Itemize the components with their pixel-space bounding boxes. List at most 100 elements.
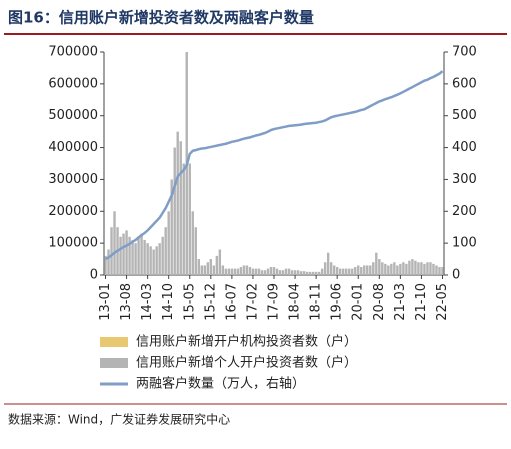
bar xyxy=(441,267,443,275)
x-tick-label: 13-08 xyxy=(119,283,134,321)
bar xyxy=(152,250,154,275)
bar xyxy=(122,234,124,275)
bar xyxy=(432,264,434,275)
bar xyxy=(213,265,215,275)
bar xyxy=(164,227,166,275)
x-tick-label: 22-05 xyxy=(435,283,450,321)
bar xyxy=(321,269,323,275)
bar xyxy=(276,269,278,275)
bar xyxy=(378,259,380,275)
bar xyxy=(282,270,284,275)
bar xyxy=(237,269,239,275)
x-tick-label: 19-06 xyxy=(330,283,345,321)
x-tick-label: 14-03 xyxy=(140,283,155,321)
bar xyxy=(110,227,112,275)
y2-tick-label: 300 xyxy=(452,172,477,187)
x-tick-label: 17-02 xyxy=(245,283,260,321)
bar xyxy=(167,211,169,275)
bar xyxy=(408,261,410,275)
bar xyxy=(324,262,326,275)
bar xyxy=(417,262,419,275)
bar xyxy=(399,264,401,275)
bar xyxy=(119,237,121,275)
bar xyxy=(423,264,425,275)
y2-tick-label: 500 xyxy=(452,108,477,123)
bar xyxy=(348,269,350,275)
bar xyxy=(372,262,374,275)
bar xyxy=(201,265,203,275)
x-tick-label: 18-04 xyxy=(288,283,303,321)
bar xyxy=(143,240,145,275)
bar xyxy=(345,269,347,275)
bar xyxy=(204,265,206,275)
bar xyxy=(354,267,356,275)
y-tick-label: 700000 xyxy=(48,45,98,60)
y-tick-label: 300000 xyxy=(48,172,98,187)
bar xyxy=(255,269,257,275)
bar xyxy=(336,267,338,275)
y2-tick-label: 0 xyxy=(452,268,460,283)
bar xyxy=(210,259,212,275)
bar xyxy=(140,234,142,275)
bar xyxy=(363,265,365,275)
bar xyxy=(216,256,218,275)
bar xyxy=(240,267,242,275)
y-tick-label: 500000 xyxy=(48,108,98,123)
x-tick-label: 20-01 xyxy=(351,283,366,321)
line xyxy=(106,71,443,259)
bar xyxy=(195,227,197,275)
y-tick-label: 400000 xyxy=(48,140,98,155)
bar xyxy=(312,272,314,275)
y2-tick-label: 200 xyxy=(452,204,477,219)
bar xyxy=(134,243,136,275)
bar xyxy=(342,269,344,275)
bar xyxy=(381,262,383,275)
y-tick-label: 0 xyxy=(90,268,98,283)
bar xyxy=(270,267,272,275)
bar xyxy=(228,269,230,275)
bar xyxy=(294,270,296,275)
bar xyxy=(375,253,377,275)
bar xyxy=(192,211,194,275)
bar xyxy=(225,269,227,275)
bar xyxy=(243,265,245,275)
legend-swatch xyxy=(100,358,128,368)
bar xyxy=(297,270,299,275)
bar xyxy=(137,237,139,275)
x-tick-label: 16-07 xyxy=(224,283,239,321)
bar xyxy=(149,246,151,275)
bar xyxy=(288,269,290,275)
bar xyxy=(414,261,416,275)
bar xyxy=(219,250,221,275)
bar xyxy=(267,269,269,275)
bar xyxy=(429,262,431,275)
x-tick-label: 20-08 xyxy=(372,283,387,321)
bar xyxy=(333,265,335,275)
bar xyxy=(252,269,254,275)
x-tick-label: 21-10 xyxy=(414,283,429,321)
bar xyxy=(222,265,224,275)
bar xyxy=(291,270,293,275)
chart-title: 图16：信用账户新增投资者数及两融客户数量 xyxy=(8,9,314,27)
bar xyxy=(246,265,248,275)
bar xyxy=(426,262,428,275)
bar xyxy=(435,265,437,275)
bar xyxy=(198,259,200,275)
source: 数据来源：Wind，广发证券发展研究中心 xyxy=(8,412,230,427)
bar xyxy=(285,269,287,275)
bar xyxy=(155,246,157,275)
bar xyxy=(315,272,317,275)
bar xyxy=(390,264,392,275)
bar xyxy=(411,259,413,275)
bar xyxy=(107,250,109,275)
x-tick-label: 18-11 xyxy=(309,283,324,321)
bar xyxy=(180,141,182,275)
bar xyxy=(327,253,329,275)
bar xyxy=(339,269,341,275)
bar xyxy=(146,243,148,275)
bar xyxy=(249,267,251,275)
bar xyxy=(300,271,302,275)
bar xyxy=(125,230,127,275)
y2-tick-label: 600 xyxy=(452,76,477,91)
x-tick-label: 17-09 xyxy=(267,283,282,321)
